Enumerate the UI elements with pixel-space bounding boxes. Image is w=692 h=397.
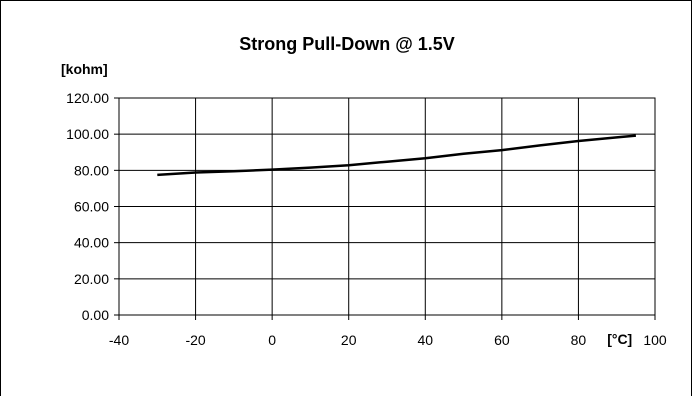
- y-tick-label: 60.00: [74, 199, 109, 215]
- x-axis-label: [°C]: [607, 331, 632, 347]
- x-tick-label: 100: [643, 332, 667, 348]
- y-tick-label: 100.00: [66, 126, 109, 142]
- y-tick-label: 80.00: [74, 162, 109, 178]
- x-tick-label: 40: [417, 332, 433, 348]
- y-tick-label: 0.00: [82, 307, 109, 323]
- x-tick-label: -20: [185, 332, 205, 348]
- x-unit-group: [°C]: [602, 327, 637, 349]
- x-tick-label: 20: [341, 332, 357, 348]
- x-axis-label-background: [602, 327, 637, 349]
- axes: [114, 97, 656, 320]
- y-tick-label: 40.00: [74, 235, 109, 251]
- x-tick-label: 60: [494, 332, 510, 348]
- y-tick-label: 20.00: [74, 271, 109, 287]
- x-tick-label: 80: [571, 332, 587, 348]
- series-line: [157, 134, 637, 177]
- grid: [118, 97, 656, 316]
- y-tick-label: 120.00: [66, 90, 109, 106]
- x-tick-label: 0: [268, 332, 276, 348]
- y-axis-label: [kohm]: [61, 61, 108, 77]
- tick-labels: 0.00 20.00 40.00 60.00 80.00 100.00 120.00 -40 -…: [66, 90, 667, 348]
- series-group: [157, 134, 637, 177]
- chart-title: Strong Pull-Down @ 1.5V: [239, 34, 455, 54]
- x-tick-label: -40: [109, 332, 129, 348]
